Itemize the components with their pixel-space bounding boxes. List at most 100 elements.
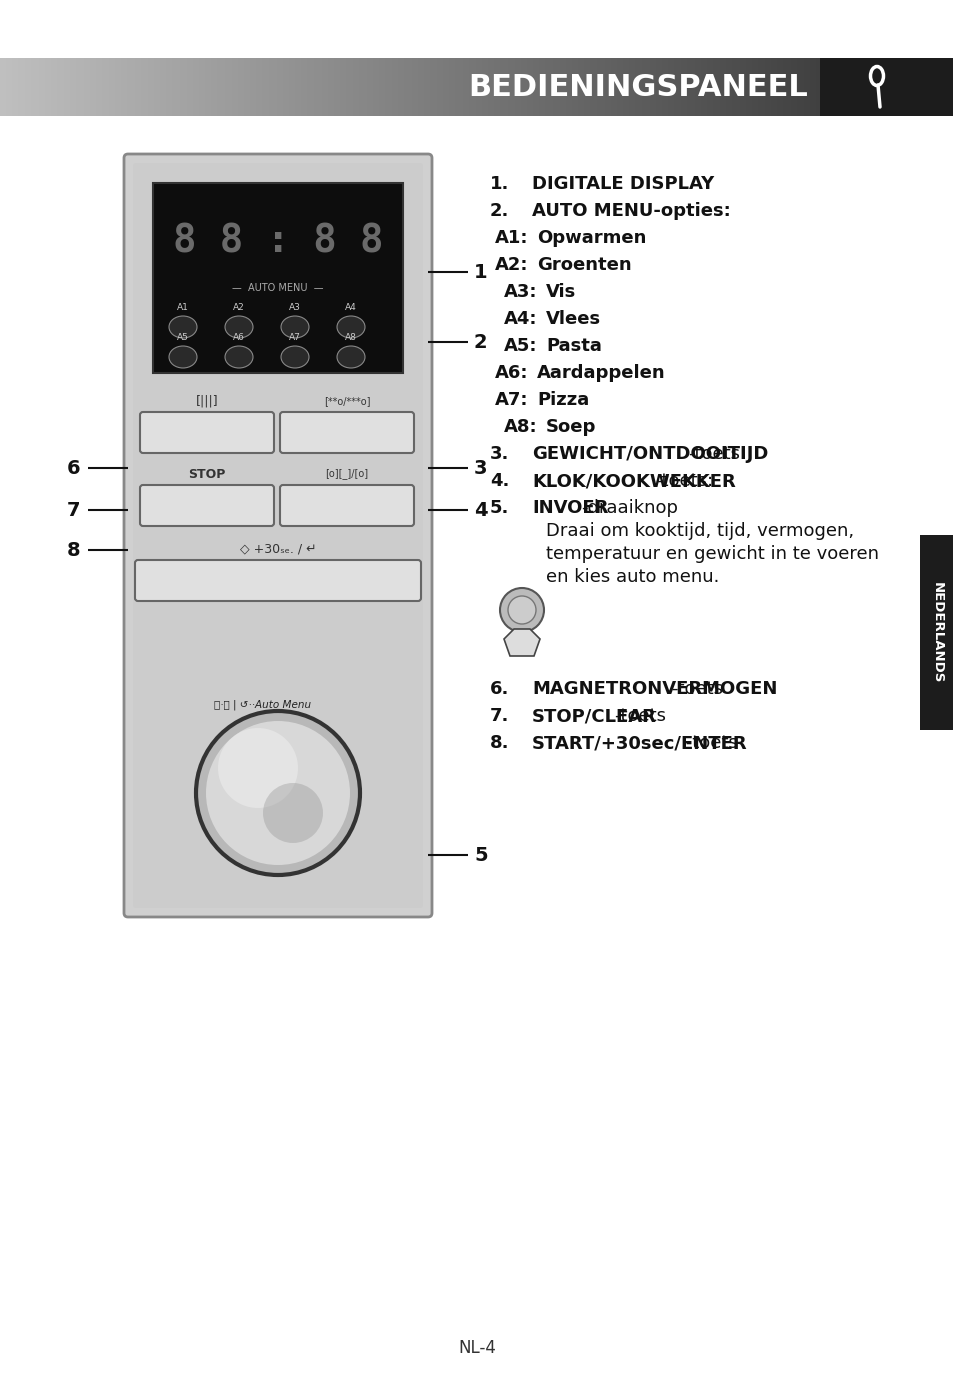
Bar — [76, 58, 79, 116]
Bar — [215, 58, 218, 116]
Bar — [600, 58, 603, 116]
Bar — [772, 58, 776, 116]
Bar — [16, 58, 20, 116]
Bar — [741, 58, 745, 116]
Bar — [23, 58, 26, 116]
Bar — [688, 58, 692, 116]
Bar — [731, 58, 735, 116]
Text: A8:: A8: — [503, 417, 537, 435]
Text: BEDIENINGSPANEEL: BEDIENINGSPANEEL — [468, 72, 807, 101]
Bar — [583, 58, 587, 116]
Text: -toets: -toets — [671, 680, 722, 698]
Text: A3: A3 — [289, 303, 300, 312]
Polygon shape — [503, 629, 539, 656]
Bar — [535, 58, 538, 116]
Bar — [64, 58, 67, 116]
Ellipse shape — [336, 346, 365, 368]
Bar — [358, 58, 362, 116]
Bar — [422, 58, 425, 116]
Text: 8: 8 — [67, 540, 80, 560]
Bar — [572, 58, 575, 116]
Bar — [786, 58, 790, 116]
Ellipse shape — [169, 316, 196, 339]
Bar — [610, 58, 614, 116]
Bar — [219, 58, 223, 116]
Text: GEWICHT/ONTDOOITIJD: GEWICHT/ONTDOOITIJD — [532, 445, 767, 463]
Bar — [303, 58, 307, 116]
Bar — [551, 58, 555, 116]
Bar — [157, 58, 161, 116]
Bar — [670, 58, 673, 116]
Bar — [740, 58, 742, 116]
Text: ⌛·⏱ | ↺··Auto Menu: ⌛·⏱ | ↺··Auto Menu — [214, 699, 312, 710]
Bar — [401, 58, 405, 116]
Bar — [133, 58, 136, 116]
Text: -toets: -toets — [687, 445, 739, 463]
Circle shape — [218, 728, 297, 808]
Bar — [711, 58, 714, 116]
Bar — [174, 58, 177, 116]
Ellipse shape — [281, 346, 309, 368]
Bar — [287, 58, 291, 116]
Bar — [207, 58, 211, 116]
Text: NL-4: NL-4 — [457, 1339, 496, 1357]
Bar — [494, 58, 497, 116]
Bar — [232, 58, 235, 116]
Bar — [801, 58, 804, 116]
Bar — [458, 58, 462, 116]
Bar — [182, 58, 186, 116]
Bar — [496, 58, 499, 116]
Bar — [807, 58, 810, 116]
Bar — [328, 58, 332, 116]
Bar — [715, 58, 719, 116]
Bar — [160, 58, 163, 116]
Bar — [152, 58, 155, 116]
Bar — [50, 58, 52, 116]
Bar — [451, 58, 454, 116]
Bar — [455, 58, 458, 116]
Bar — [522, 58, 526, 116]
Bar — [127, 58, 131, 116]
Bar — [88, 58, 91, 116]
Circle shape — [507, 596, 536, 625]
Bar — [230, 58, 233, 116]
Bar — [809, 58, 813, 116]
Bar — [747, 58, 751, 116]
Text: Aardappelen: Aardappelen — [537, 363, 665, 381]
Bar — [782, 58, 786, 116]
Bar — [71, 58, 75, 116]
Bar — [497, 58, 501, 116]
Bar — [653, 58, 657, 116]
Bar — [305, 58, 309, 116]
Text: -toets: -toets — [614, 708, 665, 726]
Text: A7:: A7: — [495, 391, 528, 409]
Bar — [483, 58, 487, 116]
Text: 1: 1 — [474, 263, 487, 282]
Bar — [129, 58, 132, 116]
Bar — [178, 58, 182, 116]
Bar — [399, 58, 403, 116]
Bar — [205, 58, 209, 116]
Bar — [471, 58, 475, 116]
Bar — [661, 58, 665, 116]
Bar — [189, 58, 192, 116]
Bar — [356, 58, 360, 116]
Text: 1.: 1. — [490, 176, 509, 193]
Bar — [342, 58, 346, 116]
Bar — [53, 58, 57, 116]
Bar — [146, 58, 149, 116]
Bar — [674, 58, 678, 116]
Bar — [476, 58, 478, 116]
Text: Pizza: Pizza — [537, 391, 589, 409]
Bar — [283, 58, 286, 116]
Bar — [312, 58, 314, 116]
Bar — [326, 58, 329, 116]
Bar — [774, 58, 778, 116]
Bar — [545, 58, 548, 116]
Bar — [508, 58, 512, 116]
Bar — [86, 58, 90, 116]
Text: [|||]: [|||] — [195, 394, 218, 408]
Bar — [203, 58, 206, 116]
Bar — [713, 58, 717, 116]
Bar — [301, 58, 305, 116]
